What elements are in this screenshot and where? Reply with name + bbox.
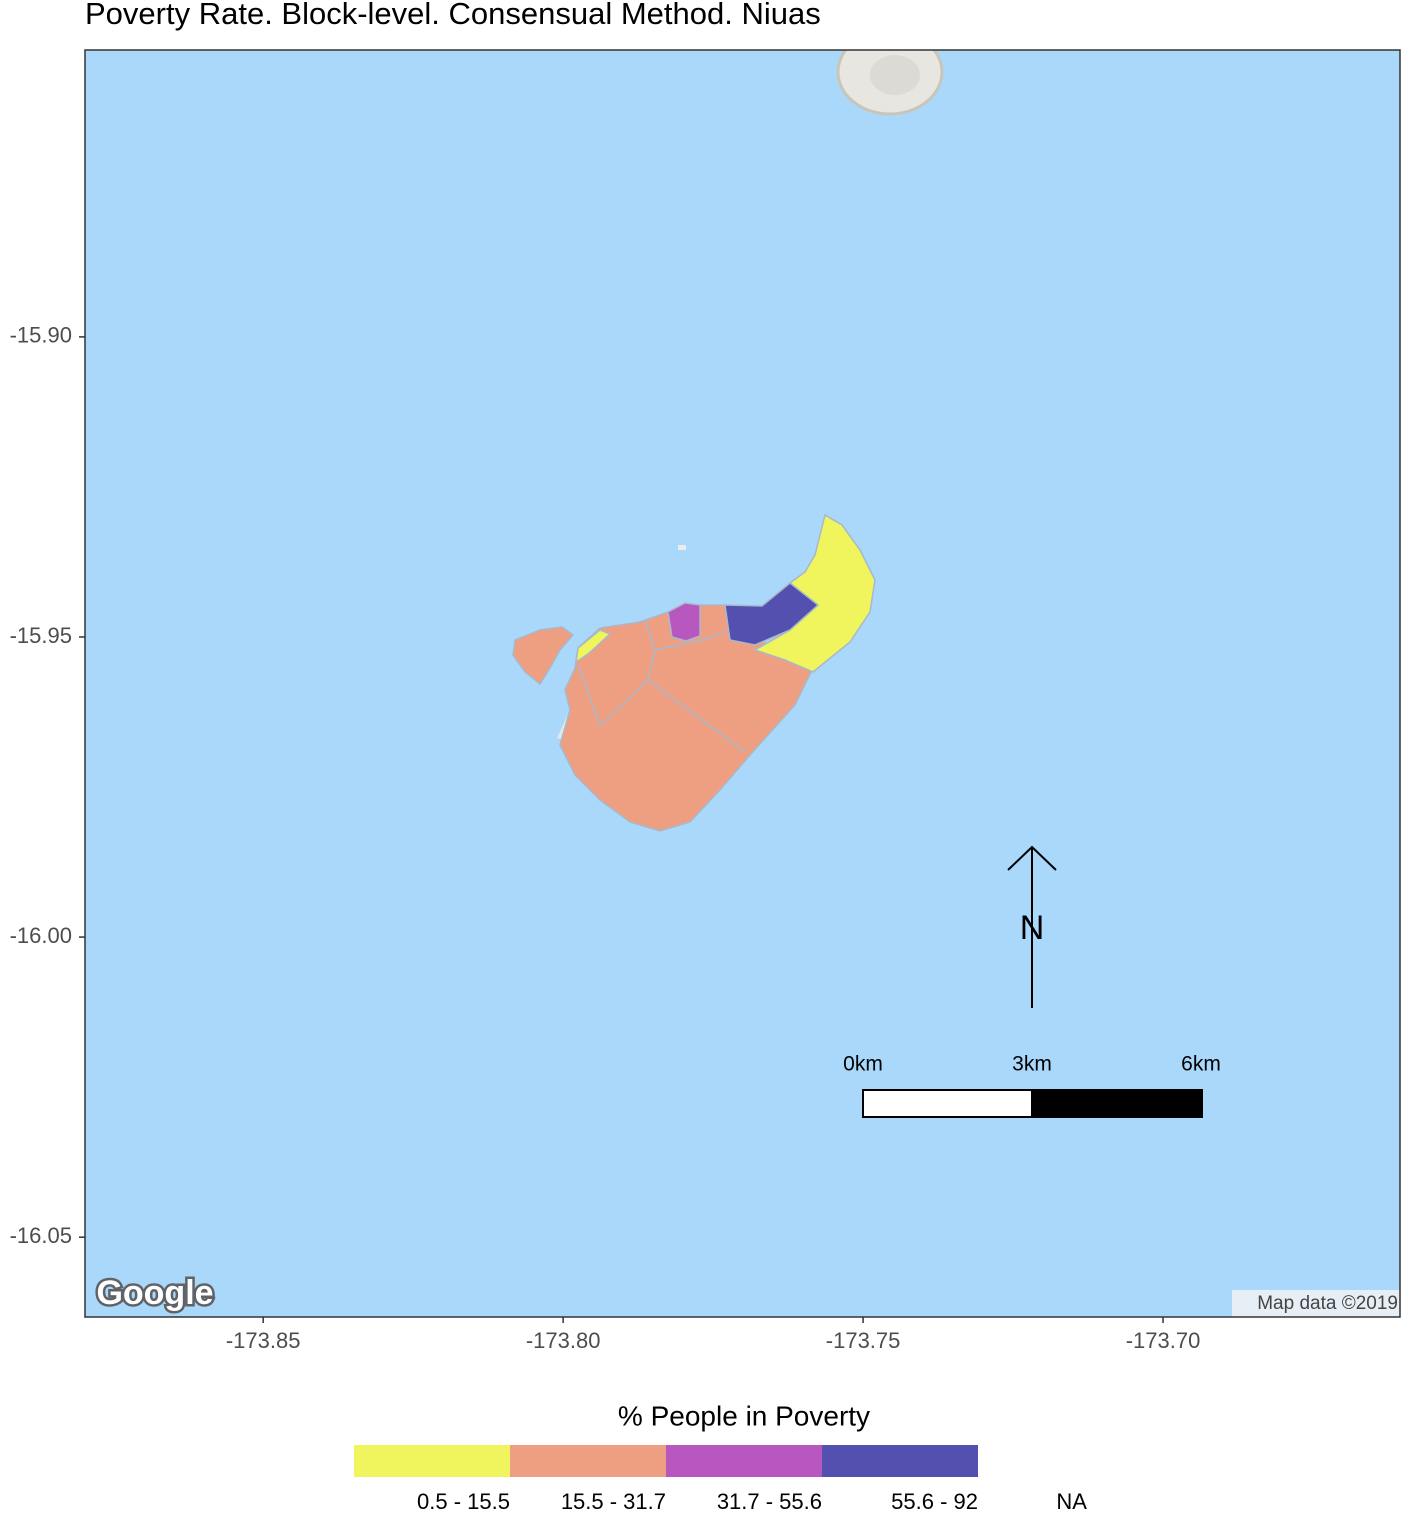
legend-title: % People in Poverty xyxy=(618,1400,870,1431)
y-tick-label: -16.05 xyxy=(10,1223,72,1248)
island-crater xyxy=(870,55,920,95)
legend-label: 0.5 - 15.5 xyxy=(417,1489,510,1513)
x-tick-label: -173.85 xyxy=(226,1328,301,1353)
scale-bar-black xyxy=(1031,1089,1203,1118)
block xyxy=(575,629,612,664)
attribution: Map data ©2019 xyxy=(1257,1293,1398,1314)
block-boundary xyxy=(577,664,601,726)
block-boundary xyxy=(654,631,726,651)
panel-border xyxy=(84,49,1401,1318)
x-tick-label: -173.70 xyxy=(1126,1328,1201,1353)
scale-label: 0km xyxy=(843,1053,883,1076)
block xyxy=(512,626,575,686)
google-logo: Google xyxy=(96,1274,213,1312)
block xyxy=(724,582,820,646)
islet xyxy=(678,545,686,550)
legend-label: 31.7 - 55.6 xyxy=(717,1489,822,1513)
block-boundary xyxy=(647,679,746,753)
y-tick-label: -15.90 xyxy=(10,323,72,348)
attribution-bg xyxy=(1232,1290,1400,1317)
scale-label: 6km xyxy=(1181,1053,1221,1076)
y-tick-label: -16.00 xyxy=(10,923,72,948)
legend-swatch xyxy=(822,1445,978,1477)
legend-label: NA xyxy=(1056,1489,1087,1513)
legend-label: 15.5 - 31.7 xyxy=(561,1489,666,1513)
x-tick-label: -173.80 xyxy=(526,1328,601,1353)
legend-swatch xyxy=(354,1445,510,1477)
scale-bar-white xyxy=(862,1089,1033,1118)
legend-swatch xyxy=(666,1445,822,1477)
x-tick-label: -173.75 xyxy=(826,1328,901,1353)
legend-label: 55.6 - 92 xyxy=(891,1489,978,1513)
north-label: N xyxy=(1020,909,1045,947)
scale-label: 3km xyxy=(1012,1053,1052,1076)
y-tick-label: -15.95 xyxy=(10,623,72,648)
north-arrow-head xyxy=(1007,845,1057,871)
legend-swatch xyxy=(510,1445,666,1477)
map-panel: Google Map data ©2019 N 0km 3km 6km xyxy=(85,50,1400,1317)
block xyxy=(667,602,701,642)
title: Poverty Rate. Block-level. Consensual Me… xyxy=(85,0,821,31)
block xyxy=(753,513,876,673)
block-boundary xyxy=(599,619,656,727)
